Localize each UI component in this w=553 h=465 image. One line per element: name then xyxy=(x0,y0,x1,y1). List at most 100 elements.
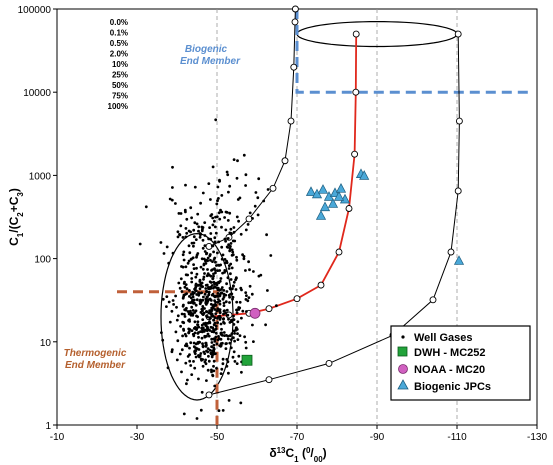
well-gas-point xyxy=(218,288,222,292)
well-gas-point xyxy=(191,290,195,294)
biogenic-jpc-point xyxy=(327,198,339,208)
well-gas-point xyxy=(211,277,215,281)
well-gas-point xyxy=(217,281,221,285)
mixing-curve-node xyxy=(325,359,333,367)
well-gas-point xyxy=(212,359,216,363)
well-gas-point xyxy=(187,331,191,334)
well-gas-point xyxy=(206,268,209,271)
well-gas-point xyxy=(188,251,192,255)
well-gas-point xyxy=(195,314,198,318)
well-gas-point xyxy=(232,314,235,318)
well-gas-point xyxy=(232,284,235,288)
well-gas-point xyxy=(224,210,228,214)
well-gas-point xyxy=(196,341,200,345)
well-gas-point xyxy=(176,314,180,318)
x-tick-label: -90 xyxy=(370,432,385,443)
well-gas-point xyxy=(224,293,228,297)
well-gas-point xyxy=(182,321,186,325)
well-gas-point xyxy=(201,226,205,229)
well-gas-point xyxy=(209,198,212,201)
well-gas-point xyxy=(209,258,212,262)
well-gas-point xyxy=(199,283,203,287)
well-gas-point xyxy=(192,341,196,345)
well-gas-point xyxy=(213,316,217,320)
well-gas-point xyxy=(232,336,235,340)
well-gas-point xyxy=(228,211,232,215)
well-gas-point xyxy=(197,225,201,229)
well-gas-point xyxy=(206,347,210,350)
thermogenic-label-line2: End Member xyxy=(65,360,126,371)
well-gas-point xyxy=(225,364,229,368)
well-gas-point xyxy=(167,261,171,265)
mixing-curve-node xyxy=(265,305,273,313)
well-gas-point xyxy=(188,346,191,350)
well-gas-point xyxy=(210,355,214,359)
well-gas-point xyxy=(222,331,226,334)
well-gas-point xyxy=(247,260,251,264)
well-gas-point xyxy=(203,307,206,310)
well-gas-point xyxy=(227,190,230,194)
x-axis-label: δ13C1 (0/00) xyxy=(269,446,326,464)
well-gas-point xyxy=(230,248,234,252)
well-gas-point xyxy=(199,201,203,205)
well-gas-point xyxy=(227,371,230,375)
mixing-curve-node xyxy=(447,248,455,256)
well-gas-point xyxy=(244,269,247,272)
biogenic-label-line2: End Member xyxy=(180,56,241,67)
well-gas-point xyxy=(222,312,225,316)
well-gas-point xyxy=(235,255,238,259)
y-tick-label: 100 xyxy=(34,255,51,266)
well-gas-point xyxy=(221,271,225,275)
well-gas-point xyxy=(195,266,198,270)
well-gas-point xyxy=(214,118,218,122)
well-gas-point xyxy=(194,238,198,242)
well-gas-point xyxy=(225,282,229,286)
well-gas-point xyxy=(230,292,234,296)
well-gas-point xyxy=(226,337,230,341)
well-gas-point xyxy=(235,258,239,262)
well-gas-point xyxy=(182,250,186,254)
well-gas-point xyxy=(187,327,191,331)
well-gas-point xyxy=(208,316,212,320)
well-gas-point xyxy=(201,298,205,302)
mixing-percent-label: 50% xyxy=(112,81,128,90)
well-gas-point xyxy=(190,305,194,309)
well-gas-point xyxy=(238,306,242,310)
well-gas-point xyxy=(211,260,214,263)
well-gas-point xyxy=(216,185,220,189)
well-gas-point xyxy=(216,251,219,255)
legend-box xyxy=(390,325,531,401)
mixing-curve-node xyxy=(291,18,299,26)
well-gas-point xyxy=(244,173,248,177)
well-gas-point xyxy=(200,336,204,340)
biogenic-jpc-point xyxy=(319,201,331,212)
mixing-curve-node xyxy=(287,117,295,125)
well-gas-point xyxy=(207,182,211,186)
well-gas-point xyxy=(174,330,178,334)
well-gas-point xyxy=(214,331,218,335)
well-gas-point xyxy=(165,245,169,249)
well-gas-point xyxy=(192,334,196,338)
well-gas-point xyxy=(205,289,208,293)
well-gas-point xyxy=(183,285,187,289)
well-gas-point xyxy=(225,170,229,174)
well-gas-point xyxy=(175,358,179,362)
well-gas-point xyxy=(206,259,210,263)
well-gas-point xyxy=(230,332,234,335)
well-gas-point xyxy=(230,320,233,323)
well-gas-point xyxy=(216,292,220,295)
well-gas-point xyxy=(185,342,188,346)
well-gas-point xyxy=(201,358,205,361)
thermogenic-label-line1: Thermogenic xyxy=(64,348,127,359)
well-gas-point xyxy=(211,165,215,169)
well-gas-point xyxy=(194,327,198,330)
well-gas-point xyxy=(199,408,203,412)
well-gas-point xyxy=(205,379,208,382)
well-gas-point xyxy=(242,257,246,261)
well-gas-point xyxy=(160,331,163,334)
well-gas-point xyxy=(202,275,206,279)
well-gas-point xyxy=(201,364,205,368)
well-gas-point xyxy=(201,330,204,334)
mixing-percent-label: 2.0% xyxy=(110,50,128,59)
